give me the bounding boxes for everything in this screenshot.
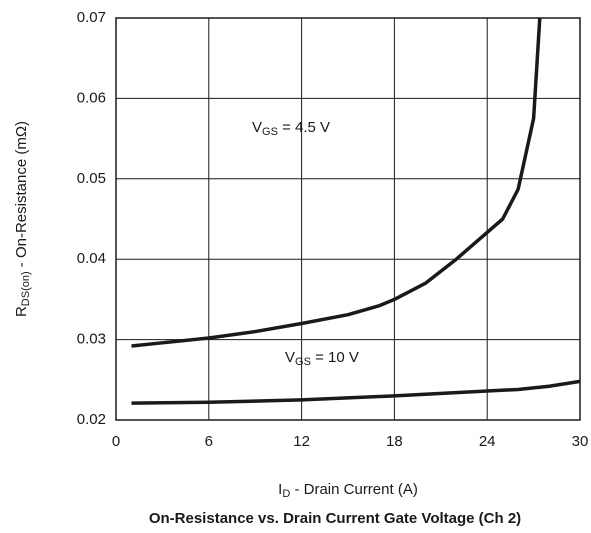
annotation: VGS = 10 V <box>285 349 359 368</box>
annotation: VGS = 4.5 V <box>252 119 330 138</box>
y-tick-label: 0.05 <box>77 170 106 187</box>
x-tick-label: 0 <box>112 433 120 450</box>
series-line <box>131 379 581 405</box>
y-tick-label: 0.03 <box>77 331 106 348</box>
y-axis-label: RDS(on) - On-Resistance (mΩ) <box>13 121 32 317</box>
x-tick-label: 12 <box>293 433 310 450</box>
x-tick-label: 6 <box>205 433 213 450</box>
y-tick-label: 0.06 <box>77 89 106 106</box>
x-axis-label: ID - Drain Current (A) <box>278 481 418 500</box>
y-tick-label: 0.07 <box>77 9 106 26</box>
chart-title: On-Resistance vs. Drain Current Gate Vol… <box>149 510 521 527</box>
x-tick-label: 18 <box>386 433 403 450</box>
x-tick-label: 30 <box>572 433 589 450</box>
x-tick-label: 24 <box>479 433 496 450</box>
series-line <box>131 17 542 348</box>
y-tick-label: 0.02 <box>77 411 106 428</box>
plot-frame <box>115 17 581 421</box>
y-tick-label: 0.04 <box>77 250 106 267</box>
